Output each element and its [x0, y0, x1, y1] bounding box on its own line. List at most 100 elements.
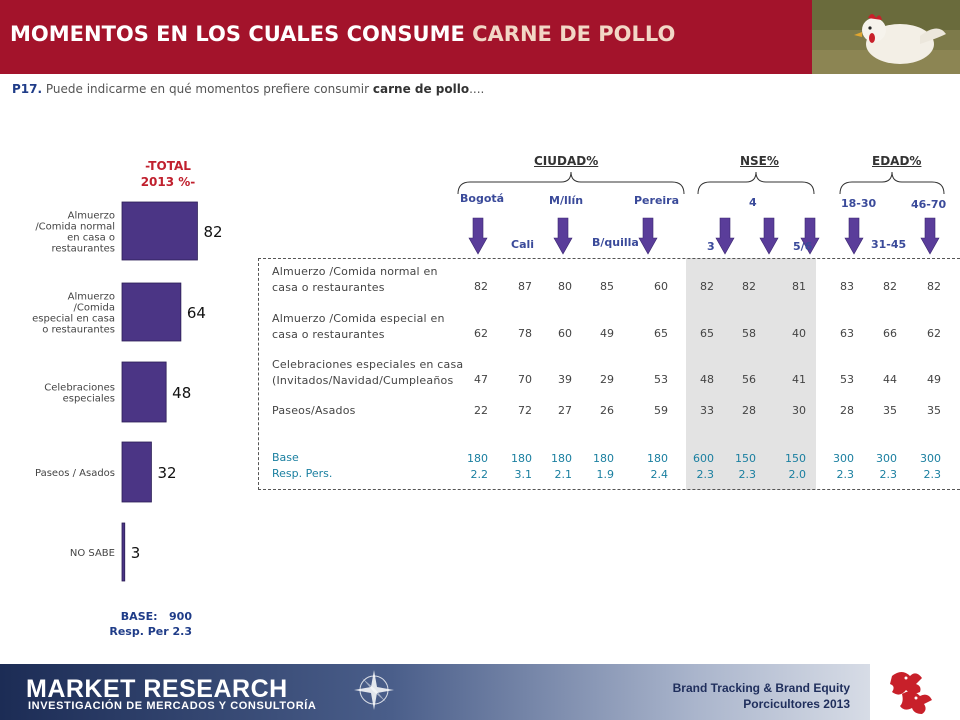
col-label-nse-4: 4 — [749, 196, 757, 209]
bracket-edad — [839, 171, 945, 195]
total-base-value: 900 — [169, 610, 192, 623]
table-cell-r3-c3: 26 — [600, 404, 614, 417]
question-label: P17. — [12, 82, 43, 96]
group-edad: EDAD% — [872, 154, 922, 168]
base-cell-c6: 150 — [735, 452, 756, 465]
table-cell-r0-c4: 60 — [654, 280, 668, 293]
category-label-0-2: en casa o — [67, 233, 115, 244]
bar-1 — [121, 282, 182, 342]
footer-study: Brand Tracking & Brand Equity Porciculto… — [600, 680, 850, 712]
base-cell-c0: 180 — [467, 452, 488, 465]
total-resp: Resp. Per 2.3 — [109, 625, 192, 638]
down-arrow-icon-2 — [638, 217, 658, 255]
table-cell-r1-c8: 63 — [840, 327, 854, 340]
table-cell-r2-c4: 53 — [654, 373, 668, 386]
row-label-celebraciones: Celebraciones especiales en casa (Invita… — [272, 358, 464, 387]
table-cell-r3-c9: 35 — [883, 404, 897, 417]
table-cell-r2-c9: 44 — [883, 373, 897, 386]
group-brackets — [457, 171, 945, 255]
title-accent: CARNE DE POLLO — [472, 22, 676, 46]
down-arrow-icon-1 — [553, 217, 573, 255]
bar-4 — [121, 522, 126, 582]
header-banner — [0, 0, 960, 74]
bracket-nse — [697, 171, 815, 195]
table-cell-r1-c5: 65 — [700, 327, 714, 340]
footer-study-line2: Porcicultores 2013 — [743, 697, 850, 711]
resp-cell-c7: 2.0 — [788, 468, 807, 481]
table-cell-r2-c5: 48 — [700, 373, 714, 386]
resp-cell-c9: 2.3 — [879, 468, 898, 481]
resp-cell-c5: 2.3 — [696, 468, 715, 481]
table-cell-r1-c9: 66 — [883, 327, 897, 340]
down-arrow-icon-7 — [920, 217, 940, 255]
col-label-31-45: 31-45 — [871, 238, 907, 251]
table-cell-r0-c5: 82 — [700, 280, 714, 293]
table-cell-r3-c2: 27 — [558, 404, 572, 417]
row-label-almuerzo-especial: Almuerzo /Comida especial en casa o rest… — [272, 312, 445, 341]
group-ciudad: CIUDAD% — [534, 154, 599, 168]
col-label-medellin: M/llín — [549, 194, 584, 207]
table-cell-r2-c7: 41 — [792, 373, 806, 386]
category-label-4-0: NO SABE — [70, 548, 115, 559]
base-cell-c8: 300 — [833, 452, 854, 465]
table-cell-r3-c10: 35 — [927, 404, 941, 417]
resp-row-label: Resp. Pers. — [272, 467, 333, 480]
category-label-0-1: /Comida normal — [35, 222, 115, 233]
base-cell-c2: 180 — [551, 452, 572, 465]
category-label-3-0: Paseos / Asados — [35, 468, 115, 479]
down-arrow-icon-4 — [759, 217, 779, 255]
down-arrow-icon-0 — [468, 217, 488, 255]
bar-value-label-1: 64 — [187, 304, 206, 322]
base-cell-c9: 300 — [876, 452, 897, 465]
table-cell-r1-c10: 62 — [927, 327, 941, 340]
bar-value-label-3: 32 — [157, 464, 176, 482]
col-label-pereira: Pereira — [634, 194, 680, 207]
base-cell-c4: 180 — [647, 452, 668, 465]
compass-icon — [354, 670, 394, 710]
bracket-ciudad — [457, 171, 685, 195]
table-cell-r0-c1: 87 — [518, 280, 532, 293]
resp-cell-c0: 2.2 — [470, 468, 489, 481]
col-label-cali: Cali — [511, 238, 535, 251]
table-cell-r1-c7: 40 — [792, 327, 806, 340]
col-label-nse-3: 3 — [707, 240, 715, 253]
category-label-0-0: Almuerzo — [68, 211, 115, 222]
bar-value-label-0: 82 — [203, 223, 222, 241]
table-cell-r0-c0: 82 — [474, 280, 488, 293]
bar-3 — [121, 441, 152, 503]
table-cell-r3-c8: 28 — [840, 404, 854, 417]
client-logo — [872, 660, 960, 720]
resp-cell-c2: 2.1 — [554, 468, 573, 481]
col-label-barranquilla: B/quilla — [592, 236, 639, 249]
table-cell-r2-c2: 39 — [558, 373, 572, 386]
row-label-almuerzo-normal: Almuerzo /Comida normal en casa o restau… — [272, 265, 438, 294]
bar-2 — [121, 361, 167, 423]
nse-column-shading — [686, 258, 816, 490]
table-cell-r0-c8: 83 — [840, 280, 854, 293]
table-cell-r0-c3: 85 — [600, 280, 614, 293]
question-bold: carne de pollo — [372, 82, 470, 96]
resp-cell-c1: 3.1 — [514, 468, 533, 481]
footer-brand: MARKET RESEARCH — [26, 675, 288, 703]
table-cell-r0-c6: 82 — [742, 280, 756, 293]
table-cell-r1-c6: 58 — [742, 327, 756, 340]
total-base: BASE: 900 Resp. Per 2.3 — [92, 609, 192, 639]
group-nse: NSE% — [740, 154, 779, 168]
category-label-1-3: o restaurantes — [42, 325, 115, 336]
table-cell-r0-c10: 82 — [927, 280, 941, 293]
down-arrow-icon-6 — [844, 217, 864, 255]
resp-cell-c3: 1.9 — [596, 468, 615, 481]
table-cell-r2-c6: 56 — [742, 373, 756, 386]
bar-value-label-2: 48 — [172, 384, 191, 402]
table-cell-r0-c9: 82 — [883, 280, 897, 293]
category-label-2-0: Celebraciones — [44, 383, 115, 394]
col-label-18-30: 18-30 — [841, 197, 877, 210]
category-label-1-1: /Comida — [74, 303, 115, 314]
bar-value-label-4: 3 — [131, 544, 141, 562]
resp-cell-c8: 2.3 — [836, 468, 855, 481]
col-label-nse-56: 5/6 — [793, 240, 813, 253]
base-cell-c1: 180 — [511, 452, 532, 465]
col-label-bogota: Bogotá — [460, 192, 505, 205]
question-suffix: .... — [469, 82, 485, 96]
footer-study-line1: Brand Tracking & Brand Equity — [672, 681, 850, 695]
